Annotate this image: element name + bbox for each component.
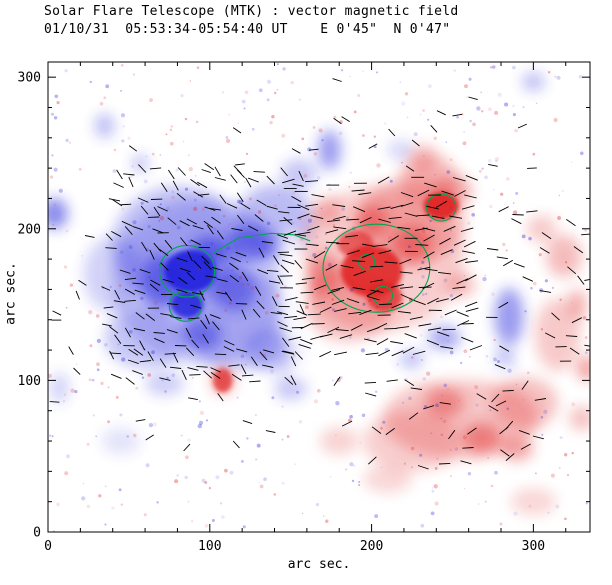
vector-field-layer [49,78,590,470]
plot-title: Solar Flare Telescope (MTK) : vector mag… [44,4,459,19]
svg-text:200: 200 [18,222,41,237]
svg-text:100: 100 [18,374,41,389]
plot-subtitle: 01/10/31 05:53:34-05:54:40 UT E 0'45" N … [44,22,451,37]
noise-speckles-layer [48,63,588,532]
polarity-blobs-layer [48,72,590,516]
svg-text:0: 0 [33,526,41,541]
svg-text:300: 300 [522,539,545,554]
x-axis-label: arc sec. [287,557,351,572]
svg-text:0: 0 [44,539,52,554]
y-axis-label: arc sec. [3,262,19,325]
svg-text:200: 200 [360,539,383,554]
svg-text:100: 100 [198,539,221,554]
svg-text:300: 300 [18,71,41,86]
axes-layer: 0 100 200 300 0 100 200 300 [18,61,591,554]
